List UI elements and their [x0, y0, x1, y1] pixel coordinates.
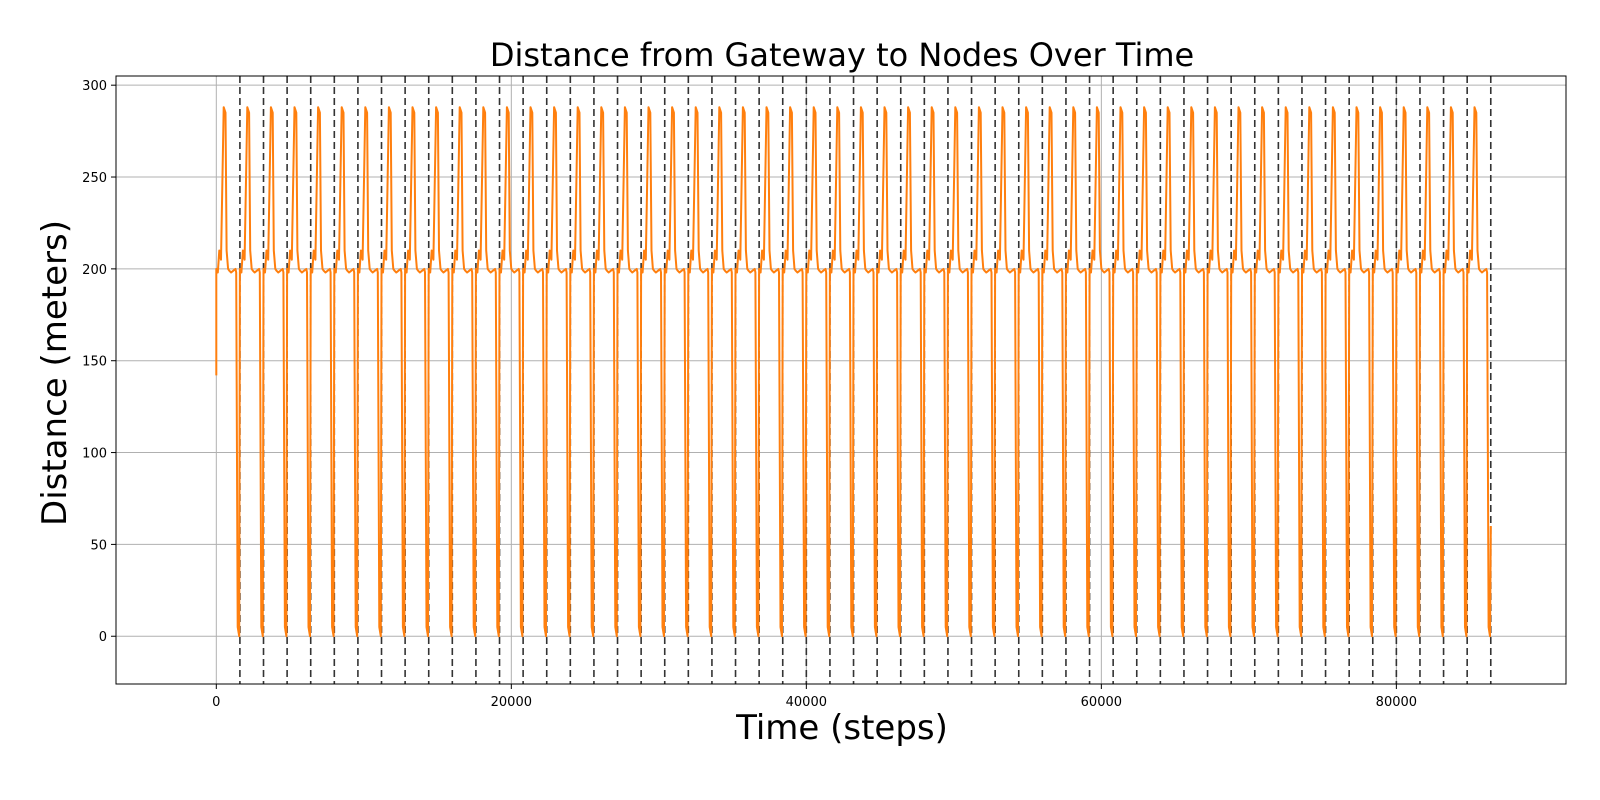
y-tick-label: 150: [82, 355, 107, 370]
y-tick-label: 0: [99, 630, 107, 645]
x-tick-label: 40000: [786, 695, 827, 710]
plot-frame: [115, 75, 1567, 685]
x-tick-label: 60000: [1081, 695, 1122, 710]
chart-title: Distance from Gateway to Nodes Over Time: [490, 36, 1194, 74]
x-ticks: 0 20000 40000 60000 80000: [212, 684, 1417, 710]
y-axis-label: Distance (meters): [35, 220, 75, 526]
x-tick-label: 80000: [1376, 695, 1417, 710]
y-tick-label: 250: [82, 171, 107, 186]
x-axis-label: Time (steps): [735, 708, 948, 748]
y-tick-label: 100: [82, 447, 107, 462]
series-layer: [215, 106, 1492, 638]
y-tick-label: 50: [90, 538, 107, 553]
distance-series-line: [215, 106, 1492, 638]
x-tick-label: 0: [212, 695, 220, 710]
x-tick-label: 20000: [491, 695, 532, 710]
y-tick-label: 300: [82, 79, 107, 94]
y-tick-label: 200: [82, 263, 107, 278]
y-ticks: 0 50 100 150 200 250 300: [82, 79, 116, 645]
